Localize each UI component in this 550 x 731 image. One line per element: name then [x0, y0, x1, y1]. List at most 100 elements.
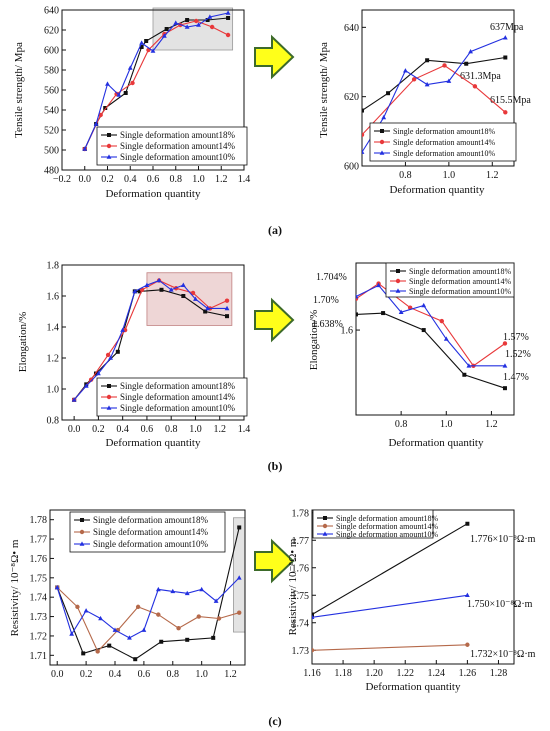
- y-tick-label: 600: [44, 46, 59, 57]
- annotation-1-47: 1.47%: [503, 372, 529, 383]
- annotation-615-5: 615.5Mpa: [490, 95, 531, 106]
- y-axis-label: Tensile strength/ Mpa: [13, 42, 25, 138]
- data-point: [127, 635, 132, 640]
- y-tick-label: 1.76: [292, 563, 310, 574]
- data-point: [181, 294, 186, 298]
- data-point: [120, 327, 126, 332]
- chart-c-left: 0.0 0.2 0.4 0.6 0.8 1.0 1.2 1.71 1.72 1.73 1.74 1.7…: [9, 509, 246, 680]
- data-point: [170, 588, 176, 594]
- data-point: [190, 290, 196, 296]
- data-point: [193, 296, 198, 301]
- data-point: [127, 65, 133, 70]
- x-tick-label: 1.2: [485, 419, 498, 430]
- y-tick-label: 1.77: [292, 536, 310, 547]
- x-tick-label: 0.0: [68, 424, 81, 435]
- legend-marker: [80, 518, 84, 522]
- series-line-1: [356, 312, 506, 389]
- y-tick-label: 500: [44, 146, 59, 157]
- legend-entry: Single deformation amount14%: [120, 141, 235, 151]
- data-point: [386, 91, 391, 96]
- x-axis-label: Deformation quantity: [365, 681, 461, 693]
- panel-label-a: (a): [268, 223, 282, 237]
- data-point: [69, 631, 75, 636]
- annotation-637: 637Mpa: [490, 22, 524, 33]
- y-tick-label: 1.75: [30, 573, 48, 584]
- annotations-a-right: 637Mpa 631.3Mpa 615.5Mpa: [460, 22, 531, 106]
- x-tick-label: 0.6: [138, 669, 151, 680]
- chart-b-left: 0.0 0.2 0.4 0.6 0.8 1.0 1.2 1.4 0.8 1.0 1.2 1.4 1.6 1…: [17, 261, 250, 450]
- data-point: [156, 612, 161, 617]
- legend-box: [369, 122, 517, 162]
- series-layer: [356, 281, 508, 391]
- series-line-3: [356, 284, 505, 367]
- data-point: [421, 328, 426, 333]
- data-point: [502, 341, 508, 346]
- series-line-3: [312, 594, 468, 618]
- y-tick-label: 520: [44, 126, 59, 137]
- data-point: [443, 336, 449, 341]
- annotation-1-750: 1.750×10⁻⁸Ω·m: [467, 599, 533, 610]
- data-point: [105, 81, 110, 86]
- data-point: [116, 92, 122, 97]
- x-tick-label: 0.0: [79, 174, 92, 185]
- y-tick-label: 640: [344, 23, 359, 34]
- y-tick-label: 1.77: [30, 535, 48, 546]
- legend: Single deformation amount18%Single defor…: [385, 262, 515, 298]
- y-tick-label: 600: [344, 162, 359, 173]
- y-axis-label: Tensile strength/ Mpa: [318, 42, 330, 138]
- data-point: [472, 84, 478, 89]
- y-tick-label: 620: [44, 26, 59, 37]
- data-point: [108, 355, 113, 360]
- legend-entry: Single deformation amount14%: [93, 527, 208, 537]
- data-point: [225, 314, 230, 319]
- legend: Single deformation amount18%Single defor…: [96, 126, 248, 166]
- data-point: [398, 309, 404, 314]
- legend-entry: Single deformation amount18%: [120, 130, 235, 140]
- data-point: [224, 305, 230, 311]
- x-tick-label: 0.6: [141, 424, 154, 435]
- legend-marker: [106, 143, 112, 149]
- x-tick-label: 1.0: [443, 170, 456, 181]
- series-line-3: [56, 577, 240, 639]
- x-tick-label: 0.8: [165, 424, 178, 435]
- data-point: [236, 575, 242, 580]
- data-point: [381, 114, 387, 120]
- x-tick-label: 1.2: [224, 669, 237, 680]
- data-point: [95, 649, 100, 654]
- legend-marker: [106, 154, 112, 159]
- x-tick-label: 0.8: [170, 174, 183, 185]
- data-point: [216, 616, 222, 621]
- y-tick-label: 1.0: [47, 385, 60, 396]
- data-point: [155, 586, 161, 592]
- data-point: [356, 293, 359, 299]
- x-tick-label: 0.2: [101, 174, 114, 185]
- legend-marker: [79, 541, 85, 546]
- data-point: [139, 40, 145, 45]
- x-tick-label: −0.2: [53, 174, 71, 185]
- legend-marker: [395, 278, 401, 284]
- data-point: [88, 377, 94, 382]
- data-point: [209, 24, 215, 30]
- data-point: [376, 282, 381, 288]
- data-point: [462, 372, 467, 377]
- charts-layer: −0.2 0.0 0.2 0.4 0.6 0.8 1.0 1.2 1.4 480 500 520 540…: [9, 6, 517, 693]
- data-point: [75, 604, 80, 610]
- legend-marker: [380, 129, 384, 133]
- legend-entry: Single deformation amount10%: [336, 530, 439, 539]
- x-axis-label: Deformation quantity: [388, 437, 484, 449]
- y-tick-label: 620: [344, 92, 359, 103]
- series-line-1: [312, 523, 468, 615]
- data-point: [211, 635, 216, 640]
- annotation-1-732: 1.732×10⁻⁸Ω·m: [470, 649, 536, 660]
- data-point: [446, 78, 452, 83]
- annotations-b-right: 1.704% 1.70% 1.638% 1.57% 1.52% 1.47%: [312, 272, 531, 383]
- legend-entry: Single deformation amount18%: [93, 515, 208, 525]
- x-tick-label: 1.18: [334, 668, 352, 679]
- data-point: [93, 121, 99, 126]
- legend-marker: [323, 516, 327, 520]
- data-point: [82, 146, 88, 151]
- data-point: [112, 627, 118, 632]
- x-tick-label: 1.2: [486, 170, 499, 181]
- x-tick-label: 1.0: [440, 419, 453, 430]
- zoom-arrow-a: [254, 34, 295, 80]
